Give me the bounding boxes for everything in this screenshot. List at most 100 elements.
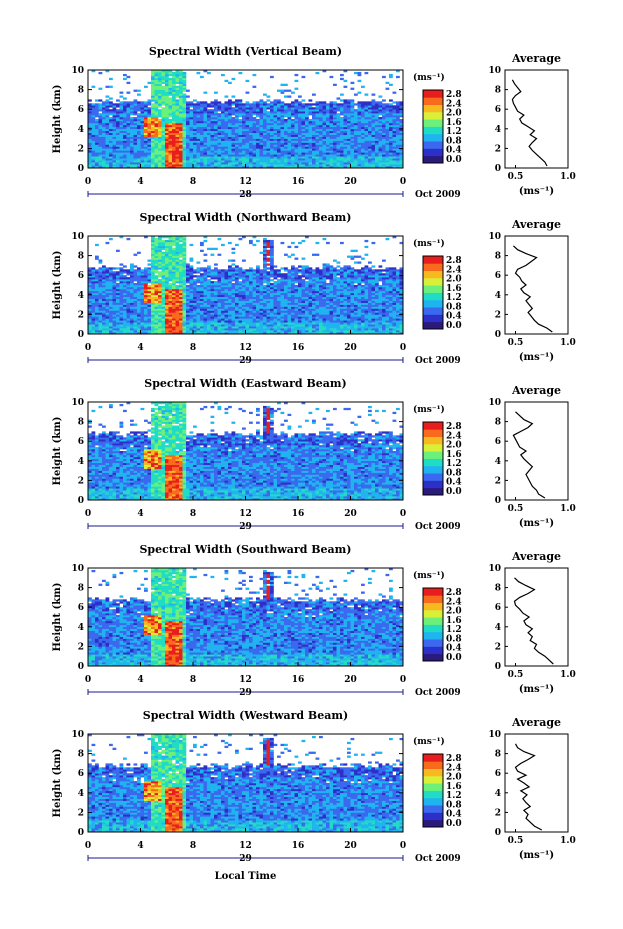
heatmap-cell xyxy=(330,119,334,121)
heatmap-cell xyxy=(267,146,271,148)
heatmap-cell xyxy=(120,115,124,117)
heatmap-cell xyxy=(333,144,337,146)
heatmap-cell xyxy=(109,86,113,88)
heatmap-cell xyxy=(95,129,99,131)
heatmap-cell xyxy=(309,135,313,137)
heatmap-cell xyxy=(151,154,155,156)
heatmap-cell xyxy=(263,160,267,162)
heatmap-cell xyxy=(148,152,152,154)
heatmap-cell xyxy=(162,148,166,150)
heatmap-cell xyxy=(176,285,180,287)
heatmap-cell xyxy=(361,123,365,125)
heatmap-cell xyxy=(151,107,155,109)
heatmap-cell xyxy=(141,129,145,131)
heatmap-cell xyxy=(365,137,369,139)
heatmap-cell xyxy=(88,164,92,166)
heatmap-cell xyxy=(204,318,208,320)
heatmap-cell xyxy=(361,133,365,135)
heatmap-cell xyxy=(207,158,211,160)
heatmap-cell xyxy=(151,305,155,307)
heatmap-cell xyxy=(372,119,376,121)
heatmap-cell xyxy=(148,121,152,123)
heatmap-cell xyxy=(120,305,124,307)
heatmap-cell xyxy=(211,254,215,256)
heatmap-cell xyxy=(267,150,271,152)
heatmap-cell xyxy=(323,113,327,115)
heatmap-cell xyxy=(151,160,155,162)
heatmap-cell xyxy=(165,80,169,82)
heatmap-cell xyxy=(176,326,180,328)
heatmap-cell xyxy=(284,105,288,107)
heatmap-cell xyxy=(225,160,229,162)
heatmap-cell xyxy=(193,309,197,311)
heatmap-cell xyxy=(183,275,187,277)
heatmap-cell xyxy=(277,152,281,154)
heatmap-cell xyxy=(253,125,257,127)
heatmap-cell xyxy=(221,154,225,156)
heatmap-cell xyxy=(228,307,232,309)
heatmap-cell xyxy=(225,158,229,160)
heatmap-cell xyxy=(232,111,236,113)
heatmap-cell xyxy=(393,164,397,166)
heatmap-cell xyxy=(358,80,362,82)
heatmap-cell xyxy=(169,291,173,293)
heatmap-cell xyxy=(267,144,271,146)
heatmap-cell xyxy=(148,275,152,277)
heatmap-cell xyxy=(134,121,138,123)
heatmap-cell xyxy=(368,131,372,133)
heatmap-cell xyxy=(354,129,358,131)
heatmap-cell xyxy=(186,158,190,160)
heatmap-cell xyxy=(211,154,215,156)
heatmap-cell xyxy=(207,289,211,291)
heatmap-cell xyxy=(186,127,190,129)
heatmap-cell xyxy=(204,330,208,332)
heatmap-cell xyxy=(214,305,218,307)
heatmap-cell xyxy=(172,133,176,135)
heatmap-cell xyxy=(312,143,316,145)
heatmap-cell xyxy=(316,148,320,150)
heatmap-cell xyxy=(186,324,190,326)
heatmap-cell xyxy=(256,127,260,129)
heatmap-cell xyxy=(109,164,113,166)
heatmap-cell xyxy=(316,164,320,166)
heatmap-cell xyxy=(92,150,96,152)
heatmap-cell xyxy=(137,133,141,135)
heatmap-cell xyxy=(106,283,110,285)
heatmap-cell xyxy=(95,133,99,135)
heatmap-cell xyxy=(176,103,180,105)
heatmap-cell xyxy=(183,111,187,113)
heatmap-cell xyxy=(386,117,390,119)
heatmap-cell xyxy=(134,310,138,312)
heatmap-cell xyxy=(158,295,162,297)
heatmap-cell xyxy=(295,109,299,111)
heatmap-cell xyxy=(309,164,313,166)
heatmap-cell xyxy=(333,129,337,131)
heatmap-cell xyxy=(120,287,124,289)
heatmap-cell xyxy=(365,160,369,162)
colorbar-unit-label: (ms⁻¹) xyxy=(413,72,445,83)
heatmap-cell xyxy=(302,135,306,137)
heatmap-cell xyxy=(109,301,113,303)
heatmap-cell xyxy=(141,309,145,311)
heatmap-cell xyxy=(193,127,197,129)
heatmap-cell xyxy=(151,141,155,143)
heatmap-cell xyxy=(382,133,386,135)
heatmap-cell xyxy=(130,269,134,271)
heatmap-cell xyxy=(288,160,292,162)
heatmap-cell xyxy=(169,125,173,127)
heatmap-cell xyxy=(120,316,124,318)
heatmap-cell xyxy=(113,328,117,330)
heatmap-cell xyxy=(148,271,152,273)
heatmap-cell xyxy=(148,133,152,135)
heatmap-cell xyxy=(148,307,152,309)
heatmap-cell xyxy=(197,148,201,150)
heatmap-cell xyxy=(204,115,208,117)
heatmap-cell xyxy=(253,148,257,150)
heatmap-cell xyxy=(235,156,239,158)
heatmap-cell xyxy=(92,322,96,324)
heatmap-cell xyxy=(179,307,183,309)
heatmap-cell xyxy=(130,285,134,287)
heatmap-cell xyxy=(127,162,131,164)
heatmap-cell xyxy=(288,129,292,131)
heatmap-cell xyxy=(232,148,236,150)
